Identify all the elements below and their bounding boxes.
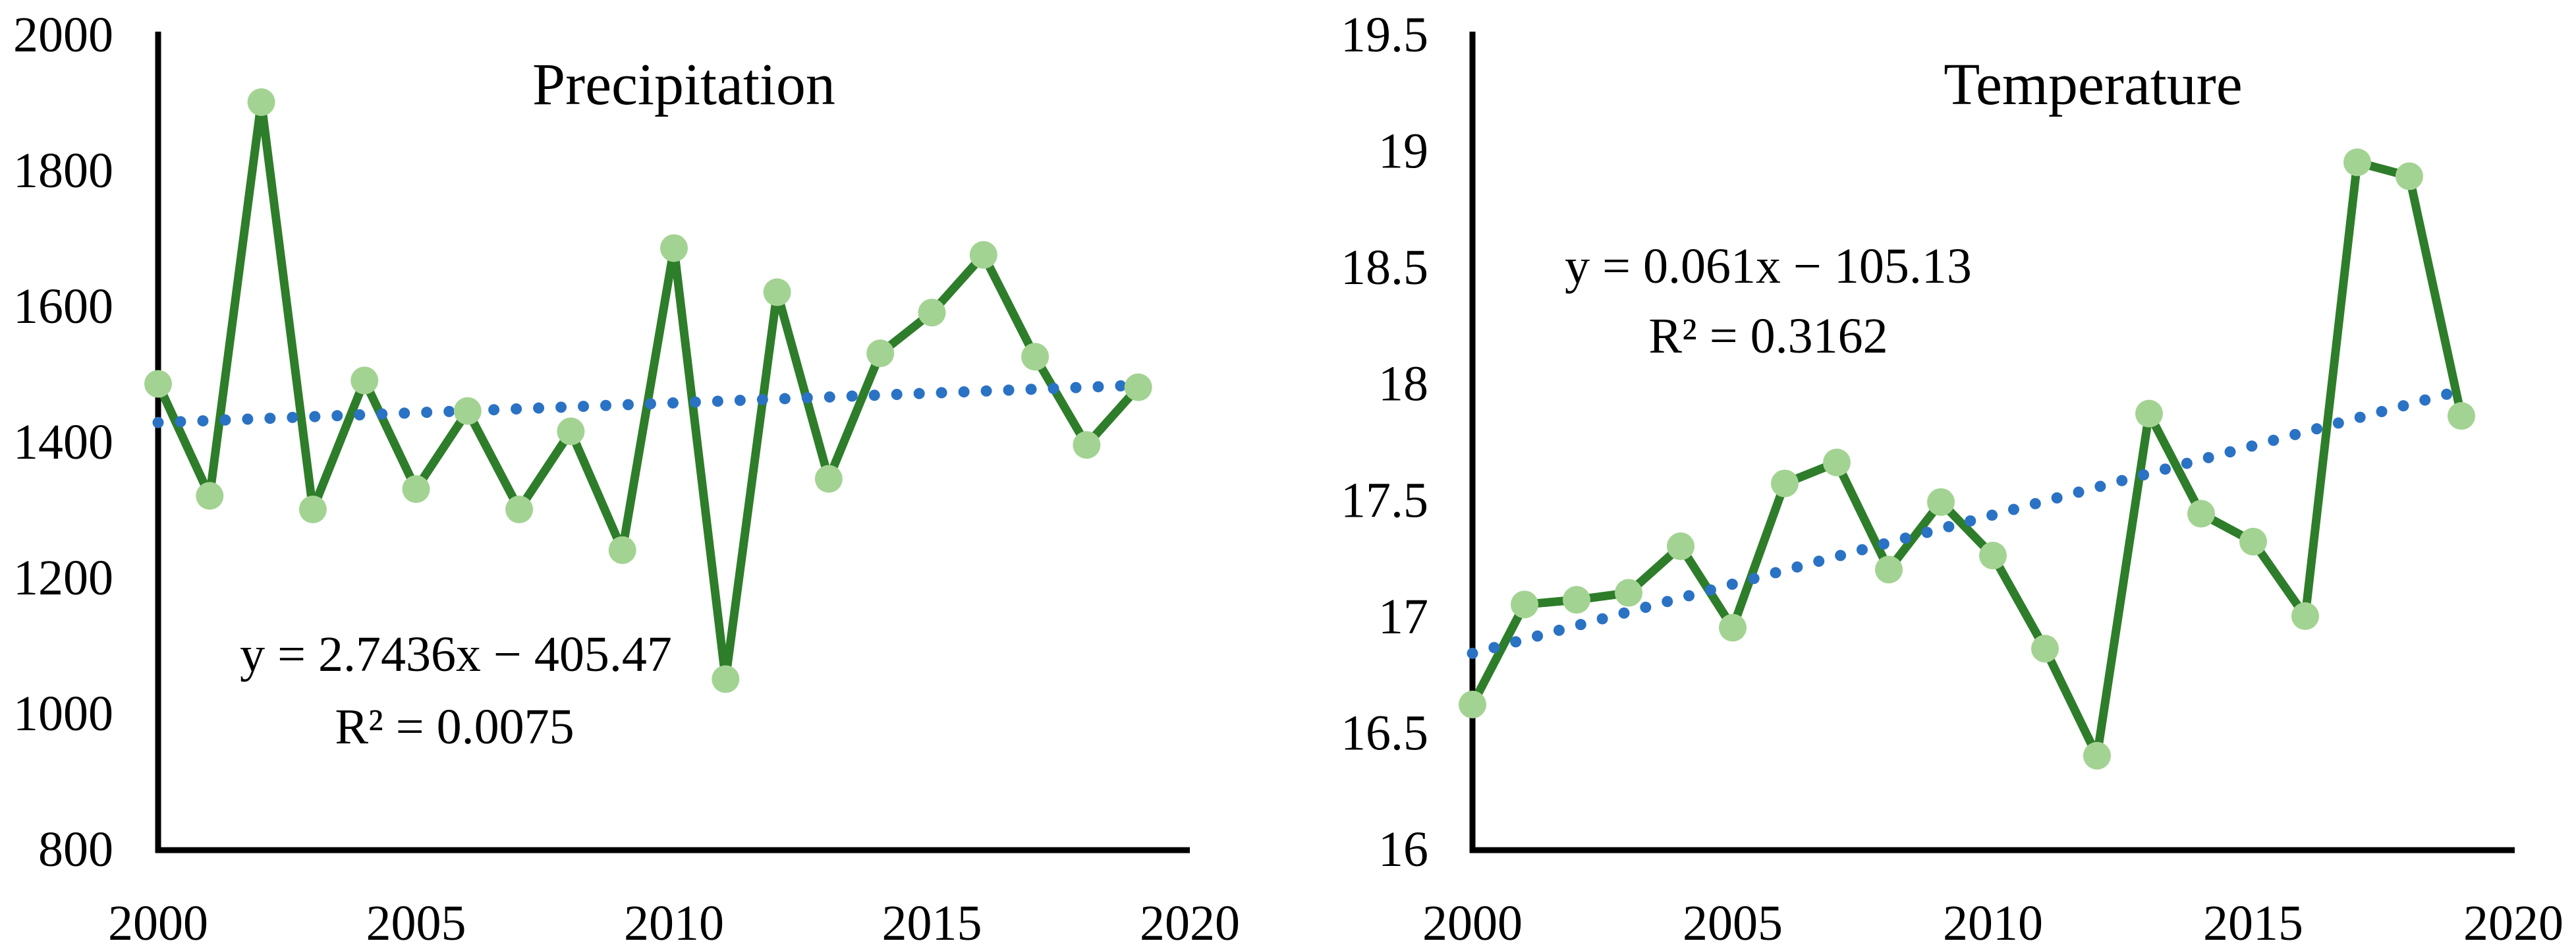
data-point-marker: [2291, 602, 2319, 630]
data-point-marker: [1511, 590, 1538, 619]
y-axis-tick-label: 16.5: [1341, 705, 1428, 761]
x-axis-tick-label: 2020: [1140, 896, 1240, 949]
x-axis-tick-label: 2005: [1683, 896, 1783, 949]
data-point-marker: [2187, 500, 2215, 528]
trendline: [1467, 384, 2467, 659]
data-point-marker: [2135, 399, 2163, 428]
data-point-marker: [144, 370, 172, 398]
data-point-marker: [1771, 469, 1799, 498]
x-axis-tick-label: 2020: [2463, 896, 2563, 949]
data-point-marker: [2448, 402, 2475, 430]
data-point-marker: [402, 475, 430, 503]
data-point-marker: [2343, 148, 2371, 177]
data-point-marker: [2395, 162, 2423, 190]
y-axis-tick-label: 2000: [13, 7, 113, 63]
data-point-marker: [763, 278, 791, 306]
data-point-marker: [453, 397, 482, 425]
data-point-marker: [1615, 579, 1642, 607]
data-point-marker: [505, 496, 534, 523]
data-point-marker: [1823, 448, 1851, 476]
y-axis-tick-label: 1800: [13, 143, 113, 198]
y-axis-tick-label: 17: [1378, 589, 1428, 645]
data-point-marker: [1875, 556, 1903, 584]
data-point-marker: [969, 241, 997, 269]
y-axis-tick-label: 19: [1378, 124, 1428, 179]
data-point-marker: [866, 339, 895, 368]
data-point-marker: [608, 536, 636, 564]
y-axis-tick-label: 18.5: [1341, 240, 1428, 295]
data-point-marker: [1021, 343, 1050, 371]
data-point-marker: [557, 417, 585, 446]
data-point-marker: [1073, 431, 1101, 459]
trendline-equation-precipitation: y = 2.7436x − 405.47: [240, 627, 672, 682]
y-axis-tick-label: 800: [38, 822, 113, 877]
data-point-marker: [1124, 373, 1152, 401]
x-axis-tick-label: 2010: [1943, 896, 2043, 949]
x-axis-tick-label: 2015: [2203, 896, 2303, 949]
y-axis-tick-label: 1400: [13, 415, 113, 470]
data-point-marker: [918, 299, 946, 327]
x-axis-tick-label: 2005: [366, 896, 466, 949]
data-point-marker: [350, 366, 379, 395]
data-point-marker: [1979, 542, 2007, 570]
y-axis-tick-label: 16: [1378, 822, 1428, 877]
x-axis-tick-label: 2015: [882, 896, 982, 949]
y-axis-tick-label: 19.5: [1341, 7, 1428, 63]
data-point-marker: [2083, 741, 2111, 770]
data-point-marker: [298, 496, 327, 523]
data-point-marker: [1563, 586, 1590, 614]
data-point-marker: [2031, 635, 2059, 663]
y-axis-tick-label: 1000: [13, 686, 113, 741]
temperature-chart: 19.5 19 18.5 18 17.5 17 16.5 16 2000 2005 2010 2015…: [1341, 7, 2563, 949]
data-point-marker: [814, 465, 843, 493]
data-point-marker: [1667, 532, 1694, 560]
y-axis-tick-label: 1200: [13, 550, 113, 606]
x-axis-tick-label: 2010: [624, 896, 724, 949]
y-axis-tick-label: 1600: [13, 279, 113, 334]
data-point-marker: [1459, 691, 1486, 719]
trendline-equation-temperature: y = 0.061x − 105.13: [1565, 239, 1972, 294]
data-point-marker: [660, 234, 688, 262]
precipitation-chart: 2000 1800 1600 1400 1200 1000 800 2000 2005 2010 2…: [13, 7, 1240, 949]
data-point-marker: [1927, 488, 1955, 516]
r-squared-precipitation: R² = 0.0075: [335, 699, 574, 755]
data-point-marker: [712, 665, 740, 693]
x-axis-tick-label: 2000: [108, 896, 208, 949]
r-squared-temperature: R² = 0.3162: [1648, 308, 1888, 364]
data-point-marker: [196, 482, 224, 510]
data-point-marker: [2239, 527, 2267, 556]
x-axis-tick-label: 2000: [1422, 896, 1523, 949]
data-point-marker: [247, 88, 275, 116]
chart-title-temperature: Temperature: [1944, 52, 2242, 117]
y-axis-tick-label: 18: [1378, 357, 1428, 412]
data-point-marker: [1719, 614, 1747, 642]
trendline: [152, 380, 1144, 428]
y-axis-tick-label: 17.5: [1341, 473, 1428, 528]
chart-title-precipitation: Precipitation: [532, 52, 835, 117]
